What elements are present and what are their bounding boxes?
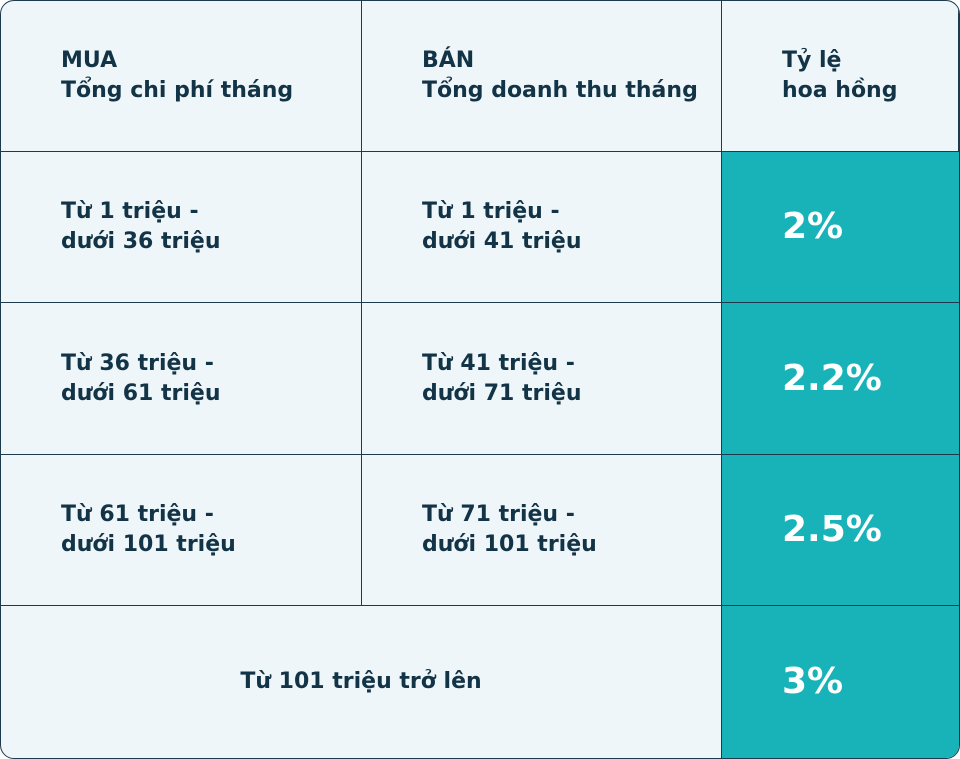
range-cell: Từ 101 triệu trở lên — [1, 606, 722, 758]
cell-text: Từ 101 triệu trở lên — [240, 669, 482, 694]
cell-text: Từ 61 triệu - — [61, 502, 214, 527]
cell-text: MUA — [61, 48, 118, 73]
cell-text: dưới 41 triệu — [422, 229, 582, 254]
cell-text: BÁN — [422, 48, 475, 73]
cell-text: 2% — [782, 206, 844, 247]
cell-text: dưới 101 triệu — [422, 532, 597, 557]
cell-text: Từ 36 triệu - — [61, 350, 214, 376]
cell-text: Từ 71 triệu - — [422, 502, 575, 527]
buy-cell: Từ 36 triệu - dưới 61 triệu — [1, 303, 362, 455]
cell-text: dưới 61 triệu — [61, 380, 221, 406]
rate-cell: 2% — [722, 152, 959, 303]
buy-cell: Từ 1 triệu - dưới 36 triệu — [1, 152, 362, 303]
cell-text: 2.5% — [782, 509, 882, 550]
rate-cell: 2.2% — [722, 303, 959, 455]
cell-text: Từ 1 triệu - — [422, 199, 560, 224]
cell-text: 3% — [782, 661, 844, 702]
cell-text: hoa hồng — [782, 78, 898, 103]
header-cell: MUA Tổng chi phí tháng — [1, 1, 362, 152]
sell-cell: Từ 41 triệu - dưới 71 triệu — [362, 303, 722, 455]
cell-text: Tổng doanh thu tháng — [422, 78, 698, 103]
header-cell: Tỷ lệ hoa hồng — [722, 1, 959, 152]
cell-text: dưới 71 triệu — [422, 380, 582, 406]
cell-text: Tỷ lệ — [782, 48, 842, 73]
sell-cell: Từ 71 triệu - dưới 101 triệu — [362, 455, 722, 606]
cell-text: dưới 101 triệu — [61, 532, 236, 557]
cell-text: dưới 36 triệu — [61, 229, 221, 254]
sell-cell: Từ 1 triệu - dưới 41 triệu — [362, 152, 722, 303]
cell-text: Từ 1 triệu - — [61, 199, 199, 224]
rate-cell: 2.5% — [722, 455, 959, 606]
buy-cell: Từ 61 triệu - dưới 101 triệu — [1, 455, 362, 606]
cell-text: 2.2% — [782, 357, 882, 399]
cell-text: Từ 41 triệu - — [422, 350, 575, 376]
header-cell: BÁN Tổng doanh thu tháng — [362, 1, 722, 152]
rate-cell: 3% — [722, 606, 959, 758]
cell-text: Tổng chi phí tháng — [61, 78, 294, 103]
